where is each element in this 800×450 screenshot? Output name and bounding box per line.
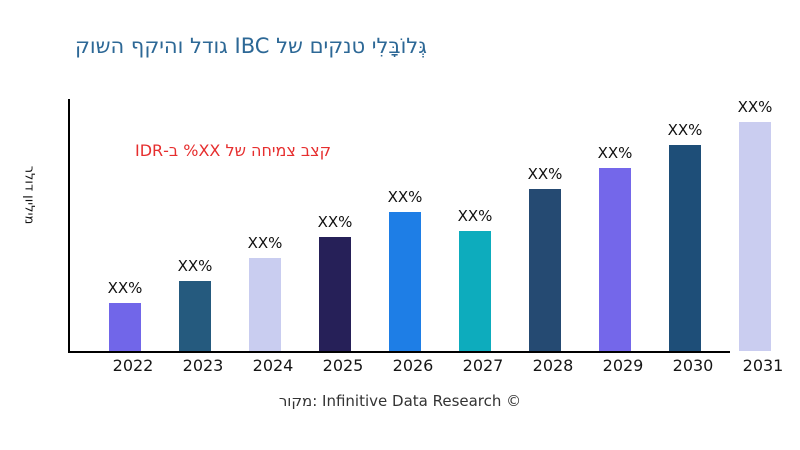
bar-value-label-2027: XX% [457,207,493,225]
bar-2029 [599,168,631,351]
bar-value-label-2029: XX% [597,144,633,162]
y-axis-label: מיליון דולר [21,165,37,225]
x-tick-label-2023: 2023 [182,356,224,375]
x-tick-label-2026: 2026 [392,356,434,375]
bar-2028 [529,189,561,351]
x-tick-label-2031: 2031 [742,356,784,375]
bar-2031 [739,122,771,351]
x-tick-label-2028: 2028 [532,356,574,375]
bar-value-label-2026: XX% [387,188,423,206]
bar-2030 [669,145,701,351]
growth-rate-annotation: קצב צמיחה של XX% ב-IDR [135,141,332,160]
bar-value-label-2025: XX% [317,213,353,231]
x-tick-label-2022: 2022 [112,356,154,375]
bar-2024 [249,258,281,351]
bar-2027 [459,231,491,351]
bar-value-label-2028: XX% [527,165,563,183]
bar-2022 [109,303,141,351]
bar-value-label-2031: XX% [737,98,773,116]
bar-value-label-2024: XX% [247,234,283,252]
source-attribution: מקור: Infinitive Data Research © [278,392,522,410]
bar-value-label-2023: XX% [177,257,213,275]
bar-2023 [179,281,211,351]
bar-2025 [319,237,351,351]
x-axis-spine [69,351,730,353]
chart-title: גְּלוֹבָּלִי טנקים של IBC גודל והיקף השו… [75,34,427,58]
bar-value-label-2022: XX% [107,279,143,297]
x-tick-label-2029: 2029 [602,356,644,375]
x-tick-label-2030: 2030 [672,356,714,375]
x-tick-label-2024: 2024 [252,356,294,375]
x-tick-label-2027: 2027 [462,356,504,375]
bar-value-label-2030: XX% [667,121,703,139]
x-tick-label-2025: 2025 [322,356,364,375]
bar-2026 [389,212,421,351]
y-axis-spine [68,99,70,353]
